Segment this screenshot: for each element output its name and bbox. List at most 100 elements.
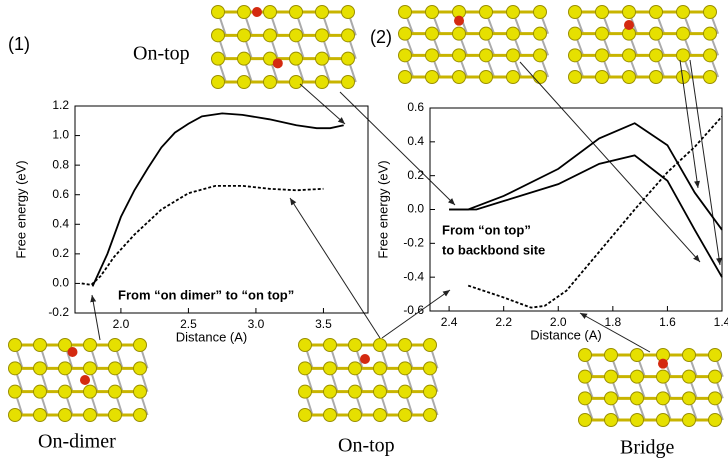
atom xyxy=(9,385,22,398)
y-tick-label: 0.4 xyxy=(407,134,424,148)
atom xyxy=(399,27,412,40)
structures xyxy=(9,6,723,427)
atom xyxy=(453,49,466,62)
atom xyxy=(349,362,362,375)
atom xyxy=(349,339,362,352)
atom xyxy=(650,6,663,19)
atom xyxy=(605,414,618,427)
atom xyxy=(534,6,547,19)
atom xyxy=(507,49,520,62)
atom xyxy=(605,370,618,383)
atom xyxy=(399,362,412,375)
oxygen-atom xyxy=(624,20,634,30)
atom xyxy=(426,6,439,19)
x-axis-label: Distance (A) xyxy=(530,327,602,342)
atom xyxy=(84,385,97,398)
atom xyxy=(657,392,670,405)
atom xyxy=(34,362,47,375)
atom xyxy=(84,362,97,375)
atom xyxy=(569,6,582,19)
atom xyxy=(212,29,225,42)
atom xyxy=(709,392,722,405)
atom xyxy=(569,71,582,84)
y-tick-label: 0.8 xyxy=(52,157,69,171)
y-axis-label: Free energy (eV) xyxy=(13,160,28,258)
atom xyxy=(264,29,277,42)
y-tick-label: 0.6 xyxy=(52,187,69,201)
atom xyxy=(579,392,592,405)
y-tick-label: 0.0 xyxy=(52,276,69,290)
atom xyxy=(399,385,412,398)
atom xyxy=(424,385,437,398)
atom xyxy=(59,385,72,398)
atom xyxy=(709,414,722,427)
atom xyxy=(426,71,439,84)
atom xyxy=(704,49,717,62)
panel-label: (2) xyxy=(370,27,392,47)
atom xyxy=(342,6,355,19)
atom xyxy=(704,71,717,84)
atom xyxy=(507,27,520,40)
line-series xyxy=(82,186,324,285)
atom xyxy=(650,71,663,84)
atom xyxy=(596,27,609,40)
atom xyxy=(212,52,225,65)
x-tick-label: 3.0 xyxy=(248,317,265,331)
annotation: From “on top” xyxy=(442,222,531,237)
atom xyxy=(134,385,147,398)
atom xyxy=(290,76,303,89)
atom xyxy=(212,76,225,89)
atom xyxy=(299,339,312,352)
atom xyxy=(399,49,412,62)
atom xyxy=(84,339,97,352)
atom xyxy=(109,339,122,352)
line-series xyxy=(449,155,722,277)
atom xyxy=(596,6,609,19)
y-tick-label: 0.0 xyxy=(407,202,424,216)
atom xyxy=(683,349,696,362)
atom xyxy=(212,6,225,19)
atom xyxy=(704,6,717,19)
x-tick-label: 3.5 xyxy=(315,317,332,331)
y-tick-label: 0.4 xyxy=(52,216,69,230)
atom xyxy=(238,29,251,42)
structure-label: On-top xyxy=(338,435,395,457)
x-tick-label: 1.6 xyxy=(659,315,676,329)
x-axis-label: Distance (A) xyxy=(176,329,248,344)
atom xyxy=(299,362,312,375)
y-axis-label: Free energy (eV) xyxy=(375,160,390,258)
atom xyxy=(605,392,618,405)
atom xyxy=(316,29,329,42)
atom xyxy=(342,76,355,89)
atom xyxy=(677,27,690,40)
panel-label: (1) xyxy=(8,34,30,54)
oxygen-atom xyxy=(273,58,283,68)
atom xyxy=(399,339,412,352)
annotation: From “on dimer” to “on top” xyxy=(118,287,294,302)
atom xyxy=(623,6,636,19)
atom xyxy=(290,6,303,19)
structure-label: Bridge xyxy=(620,437,675,459)
atom xyxy=(84,409,97,422)
x-tick-label: 1.4 xyxy=(714,315,728,329)
oxygen-atom xyxy=(68,347,78,357)
atom xyxy=(631,414,644,427)
atom xyxy=(426,27,439,40)
atom xyxy=(324,362,337,375)
structure-label: On-top xyxy=(133,43,190,65)
y-tick-label: 0.2 xyxy=(407,168,424,182)
y-tick-label: -0.6 xyxy=(403,303,424,317)
atom xyxy=(316,76,329,89)
atom xyxy=(316,6,329,19)
atom xyxy=(534,27,547,40)
atom xyxy=(596,49,609,62)
atom xyxy=(623,49,636,62)
atom xyxy=(709,349,722,362)
atom xyxy=(109,409,122,422)
atom xyxy=(34,409,47,422)
atom xyxy=(424,339,437,352)
atom xyxy=(623,71,636,84)
atom xyxy=(605,349,618,362)
atom xyxy=(374,385,387,398)
y-tick-label: -0.4 xyxy=(403,269,424,283)
